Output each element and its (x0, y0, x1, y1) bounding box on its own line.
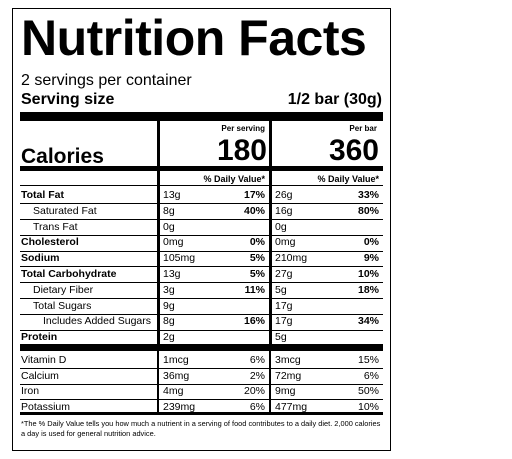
nutrient-dv-serving: 40% (243, 204, 265, 217)
col1-header: Per serving (221, 124, 265, 133)
nutrition-label: Nutrition Facts 2 servings per container… (12, 8, 391, 451)
vitamin-dv-bar: 10% (357, 400, 379, 413)
footnote: *The % Daily Value tells you how much a … (21, 419, 381, 438)
vitamin-amount-bar: 477mg (275, 400, 308, 413)
calories-per-bar: 360 (328, 134, 379, 167)
nutrient-dv-serving: 5% (249, 268, 265, 280)
serving-size-row: Serving size 1/2 bar (30g) (21, 91, 382, 109)
nutrient-dv-serving: 11% (244, 283, 265, 296)
nutrient-amount-bar: 17g (275, 315, 293, 328)
nutrient-row-divider (20, 329, 383, 331)
nutrient-amount-serving: 0mg (163, 236, 184, 249)
nutrient-dv-bar: 18% (357, 283, 379, 296)
nutrient-name: Total Fat (21, 189, 64, 201)
thick-divider-top (20, 112, 383, 121)
vitamin-dv-serving: 6% (249, 354, 265, 366)
calories-label: Calories (21, 145, 104, 168)
vitamin-dv-bar: 6% (363, 369, 379, 382)
vitamin-column-divider-1 (157, 351, 159, 412)
vitamin-amount-serving: 36mg (163, 369, 190, 382)
nutrient-amount-bar: 0g (275, 220, 287, 233)
vitamin-dv-serving: 6% (249, 400, 265, 413)
vitamin-dv-bar: 15% (357, 354, 379, 366)
nutrient-name: Trans Fat (33, 220, 78, 233)
dv-header-divider (20, 185, 383, 186)
nutrient-dv-serving: 16% (243, 315, 265, 328)
nutrient-row-divider (20, 298, 383, 299)
nutrient-dv-serving: 5% (249, 252, 265, 265)
vitamin-name: Calcium (21, 369, 59, 382)
vitamin-amount-bar: 3mcg (275, 354, 301, 366)
serving-size-value: 1/2 bar (30g) (287, 91, 382, 108)
calories-divider (20, 166, 383, 171)
nutrient-name: Sodium (21, 252, 60, 265)
nutrient-dv-bar: 10% (357, 268, 379, 280)
nutrient-amount-bar: 0mg (275, 236, 296, 249)
nutrient-dv-serving: 17% (243, 189, 265, 201)
nutrient-row-divider (20, 234, 383, 236)
nutrient-amount-serving: 0g (163, 220, 175, 233)
vitamin-row-divider (20, 399, 383, 400)
vitamin-name: Vitamin D (21, 354, 67, 366)
label-title: Nutrition Facts (21, 10, 367, 66)
nutrient-dv-bar: 34% (357, 315, 379, 328)
nutrient-amount-serving: 2g (163, 331, 175, 344)
nutrient-amount-bar: 5g (275, 331, 287, 344)
nutrient-name: Cholesterol (21, 236, 79, 249)
nutrient-row-divider (20, 203, 383, 205)
vitamin-dv-bar: 50% (357, 385, 379, 397)
vitamin-amount-bar: 9mg (275, 385, 296, 397)
nutrient-name: Saturated Fat (33, 204, 97, 217)
nutrient-row-divider (20, 250, 383, 252)
nutrient-amount-serving: 13g (163, 189, 181, 201)
nutrient-name: Includes Added Sugars (43, 315, 151, 328)
vitamin-column-divider-2 (269, 351, 271, 412)
nutrient-amount-bar: 27g (275, 268, 293, 280)
vitamin-name: Potassium (21, 400, 71, 413)
nutrient-dv-serving: 0% (249, 236, 265, 249)
nutrient-amount-bar: 16g (275, 204, 293, 217)
nutrient-dv-bar: 80% (357, 204, 379, 217)
nutrient-amount-serving: 105mg (163, 252, 196, 265)
vitamin-amount-bar: 72mg (275, 369, 302, 382)
nutrient-amount-serving: 3g (163, 283, 175, 296)
vitamin-row-divider (20, 368, 383, 369)
thick-divider-vitamins (20, 344, 383, 351)
nutrient-amount-serving: 13g (163, 268, 181, 280)
nutrient-name: Protein (21, 331, 58, 344)
nutrient-name: Total Sugars (33, 299, 92, 312)
nutrient-amount-serving: 9g (163, 299, 175, 312)
nutrient-amount-bar: 17g (275, 299, 293, 312)
nutrient-row-divider (20, 266, 383, 268)
dv-header-2: % Daily Value* (317, 174, 379, 184)
vitamin-amount-serving: 1mcg (163, 354, 189, 366)
nutrient-dv-bar: 9% (363, 252, 379, 265)
vitamin-row-divider (20, 383, 383, 385)
nutrient-amount-bar: 26g (275, 189, 293, 201)
nutrient-row-divider (20, 313, 383, 315)
dv-header-1: % Daily Value* (203, 174, 265, 184)
nutrient-row-divider (20, 219, 383, 220)
col2-header: Per bar (349, 124, 377, 133)
vitamin-dv-serving: 2% (249, 369, 265, 382)
vitamin-dv-serving: 20% (243, 385, 265, 397)
nutrient-row-divider (20, 282, 383, 284)
nutrient-name: Total Carbohydrate (21, 268, 117, 280)
nutrient-amount-serving: 8g (163, 204, 175, 217)
vitamin-amount-serving: 4mg (163, 385, 184, 397)
footnote-divider (20, 412, 383, 415)
nutrient-amount-serving: 8g (163, 315, 175, 328)
nutrient-dv-bar: 33% (357, 189, 379, 201)
nutrient-name: Dietary Fiber (33, 283, 94, 296)
vitamin-amount-serving: 239mg (163, 400, 196, 413)
nutrient-amount-bar: 5g (275, 283, 287, 296)
serving-size-label: Serving size (21, 91, 115, 108)
nutrient-dv-bar: 0% (363, 236, 379, 249)
vitamin-name: Iron (21, 385, 40, 397)
nutrient-amount-bar: 210mg (275, 252, 308, 265)
servings-per-container: 2 servings per container (21, 72, 192, 89)
calories-per-serving: 180 (216, 134, 267, 167)
